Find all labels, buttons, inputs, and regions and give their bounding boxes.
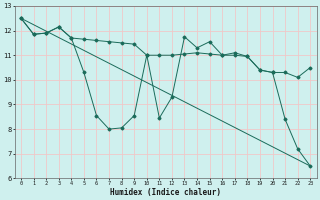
X-axis label: Humidex (Indice chaleur): Humidex (Indice chaleur) [110, 188, 221, 197]
